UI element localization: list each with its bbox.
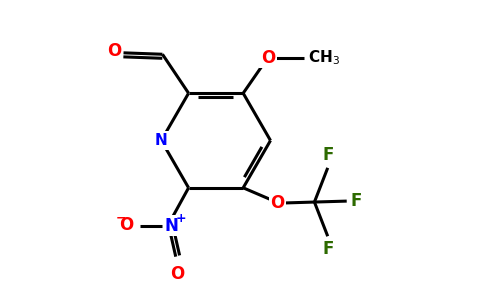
Text: O: O: [170, 265, 184, 283]
Text: N: N: [164, 217, 178, 235]
Text: N: N: [155, 133, 167, 148]
Text: +: +: [175, 212, 186, 225]
Text: F: F: [350, 192, 362, 210]
Text: F: F: [323, 240, 334, 258]
Text: O: O: [270, 194, 285, 212]
Text: O: O: [119, 216, 133, 234]
Text: CH$_3$: CH$_3$: [308, 48, 340, 67]
Text: O: O: [107, 42, 121, 60]
Text: O: O: [261, 49, 275, 67]
Text: F: F: [323, 146, 334, 164]
Text: −: −: [115, 212, 126, 225]
